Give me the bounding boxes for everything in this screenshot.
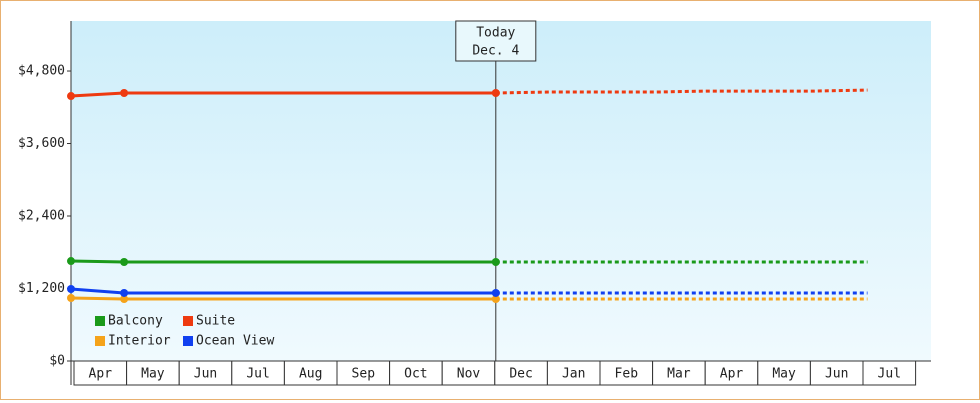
legend-label: Balcony (108, 314, 163, 329)
point (67, 293, 75, 302)
point (120, 288, 129, 297)
actual-line (70, 287, 496, 295)
point (67, 92, 75, 101)
x-tick-box (283, 360, 338, 386)
point (120, 89, 129, 98)
x-tick-box (126, 360, 180, 386)
legend-swatch (95, 316, 105, 326)
y-tick-label: $1,200 (18, 281, 65, 296)
point (120, 295, 129, 304)
x-tick-box (862, 360, 917, 386)
x-tick-label: May (772, 367, 796, 382)
x-tick-label: Aug (299, 367, 322, 382)
x-tick-label: Jun (194, 367, 217, 382)
point (67, 257, 75, 266)
x-tick-box (231, 360, 285, 386)
x-tick-box (73, 360, 128, 386)
point (120, 257, 129, 266)
x-tick-label: Sep (352, 367, 376, 382)
x-tick-box (178, 360, 233, 386)
legend-swatch (95, 336, 105, 346)
y-tick-label: $0 (49, 354, 65, 369)
x-tick-box (336, 360, 391, 386)
y-tick-label: $4,800 (18, 64, 65, 79)
point (491, 89, 500, 98)
x-tick-box (599, 360, 654, 386)
x-tick-label: Mar (667, 367, 691, 382)
x-tick-box (757, 360, 811, 386)
x-tick-label: Dec (509, 367, 532, 382)
x-tick-label: Jul (246, 367, 269, 382)
legend-label: Interior (108, 334, 171, 349)
today-label: Today (476, 26, 515, 41)
x-tick-box (704, 360, 759, 386)
point (491, 288, 500, 297)
today-box (455, 20, 537, 62)
x-tick-box (494, 360, 548, 386)
legend-swatch (183, 316, 193, 326)
y-tick-label: $2,400 (18, 209, 65, 224)
plot-area (71, 21, 931, 361)
actual-line (70, 296, 496, 301)
legend-swatch (183, 336, 193, 346)
forecast-line (495, 88, 868, 95)
x-tick-label: Oct (404, 367, 427, 382)
actual-line (70, 91, 496, 98)
point (67, 284, 75, 293)
x-tick-label: Feb (615, 367, 639, 382)
x-tick-label: Apr (720, 367, 744, 382)
y-tick-label: $3,600 (18, 136, 65, 151)
legend-label: Ocean View (196, 334, 274, 349)
today-date: Dec. 4 (472, 44, 519, 59)
x-tick-label: Jun (825, 367, 848, 382)
x-tick-label: Jul (878, 367, 901, 382)
x-tick-label: Jan (562, 367, 585, 382)
x-tick-label: Nov (457, 367, 481, 382)
x-tick-label: May (141, 367, 165, 382)
point (491, 257, 500, 266)
x-tick-label: Apr (89, 367, 113, 382)
point (491, 295, 500, 304)
legend-label: Suite (196, 314, 235, 329)
actual-line (70, 259, 496, 264)
